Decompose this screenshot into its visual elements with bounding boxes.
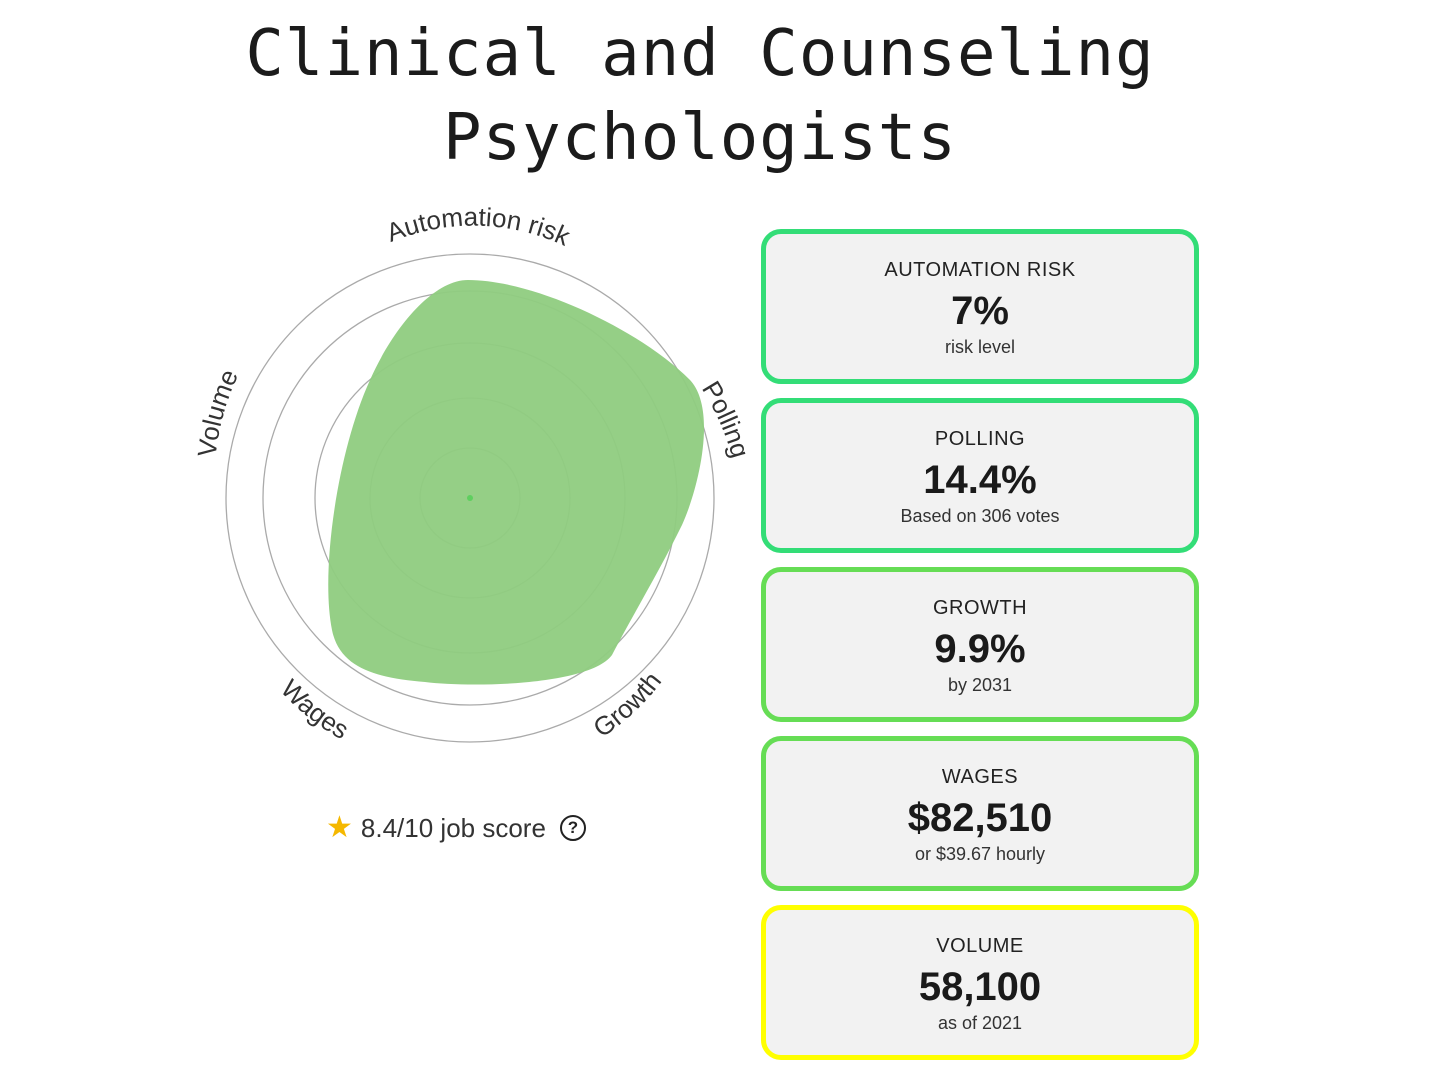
radar-svg: Automation risk Polling Growth Wages Vol… — [192, 202, 756, 745]
page-title-line2: Psychologists — [443, 101, 957, 175]
page-title: Clinical and Counseling Psychologists — [0, 12, 1400, 180]
radar-center-dot — [467, 495, 473, 501]
card-value: 9.9% — [934, 627, 1026, 671]
card-label: AUTOMATION RISK — [884, 259, 1076, 281]
card-label: GROWTH — [932, 597, 1028, 619]
card-subtext: risk level — [944, 337, 1015, 357]
job-score-text: 8.4/10 job score — [360, 812, 546, 843]
card-subtext: Based on 306 votes — [900, 506, 1060, 526]
card-value: 7% — [951, 289, 1009, 333]
question-circle-icon[interactable]: ? — [559, 815, 586, 841]
card-label: POLLING — [934, 428, 1026, 450]
radar-chart: Automation risk Polling Growth Wages Vol… — [170, 200, 770, 780]
card-value: 14.4% — [923, 458, 1037, 502]
star-icon: ★ — [326, 811, 353, 844]
axis-label-polling: Polling — [696, 376, 756, 461]
axis-label-automation-risk: Automation risk — [382, 202, 575, 252]
radar-shape — [328, 280, 705, 685]
axis-label-wages-path: Wages — [275, 673, 354, 745]
card-value: 58,100 — [918, 965, 1042, 1009]
card-subtext: as of 2021 — [937, 1013, 1023, 1033]
card-volume: VOLUME 58,100 as of 2021 — [761, 905, 1199, 1060]
card-label: WAGES — [941, 766, 1019, 788]
card-growth: GROWTH 9.9% by 2031 — [761, 567, 1199, 722]
card-polling: POLLING 14.4% Based on 306 votes — [761, 398, 1199, 553]
card-wages: WAGES $82,510 or $39.67 hourly — [761, 736, 1199, 891]
axis-label-automation-risk-path: Automation risk — [382, 202, 575, 252]
card-subtext: or $39.67 hourly — [914, 844, 1046, 864]
stat-cards: AUTOMATION RISK 7% risk level POLLING 14… — [761, 229, 1199, 1068]
axis-label-wages: Wages — [275, 673, 354, 745]
card-subtext: by 2031 — [947, 675, 1013, 695]
axis-label-volume-path: Volume — [192, 365, 244, 459]
card-label: VOLUME — [936, 935, 1024, 957]
axis-label-polling-path: Polling — [696, 376, 756, 461]
axis-label-volume: Volume — [192, 365, 244, 459]
card-value: $82,510 — [907, 796, 1053, 840]
card-automation-risk: AUTOMATION RISK 7% risk level — [761, 229, 1199, 384]
job-score: ★ 8.4/10 job score ? — [326, 808, 586, 848]
radar-ring-outer — [225, 253, 715, 743]
page-title-line1: Clinical and Counseling — [245, 17, 1155, 91]
